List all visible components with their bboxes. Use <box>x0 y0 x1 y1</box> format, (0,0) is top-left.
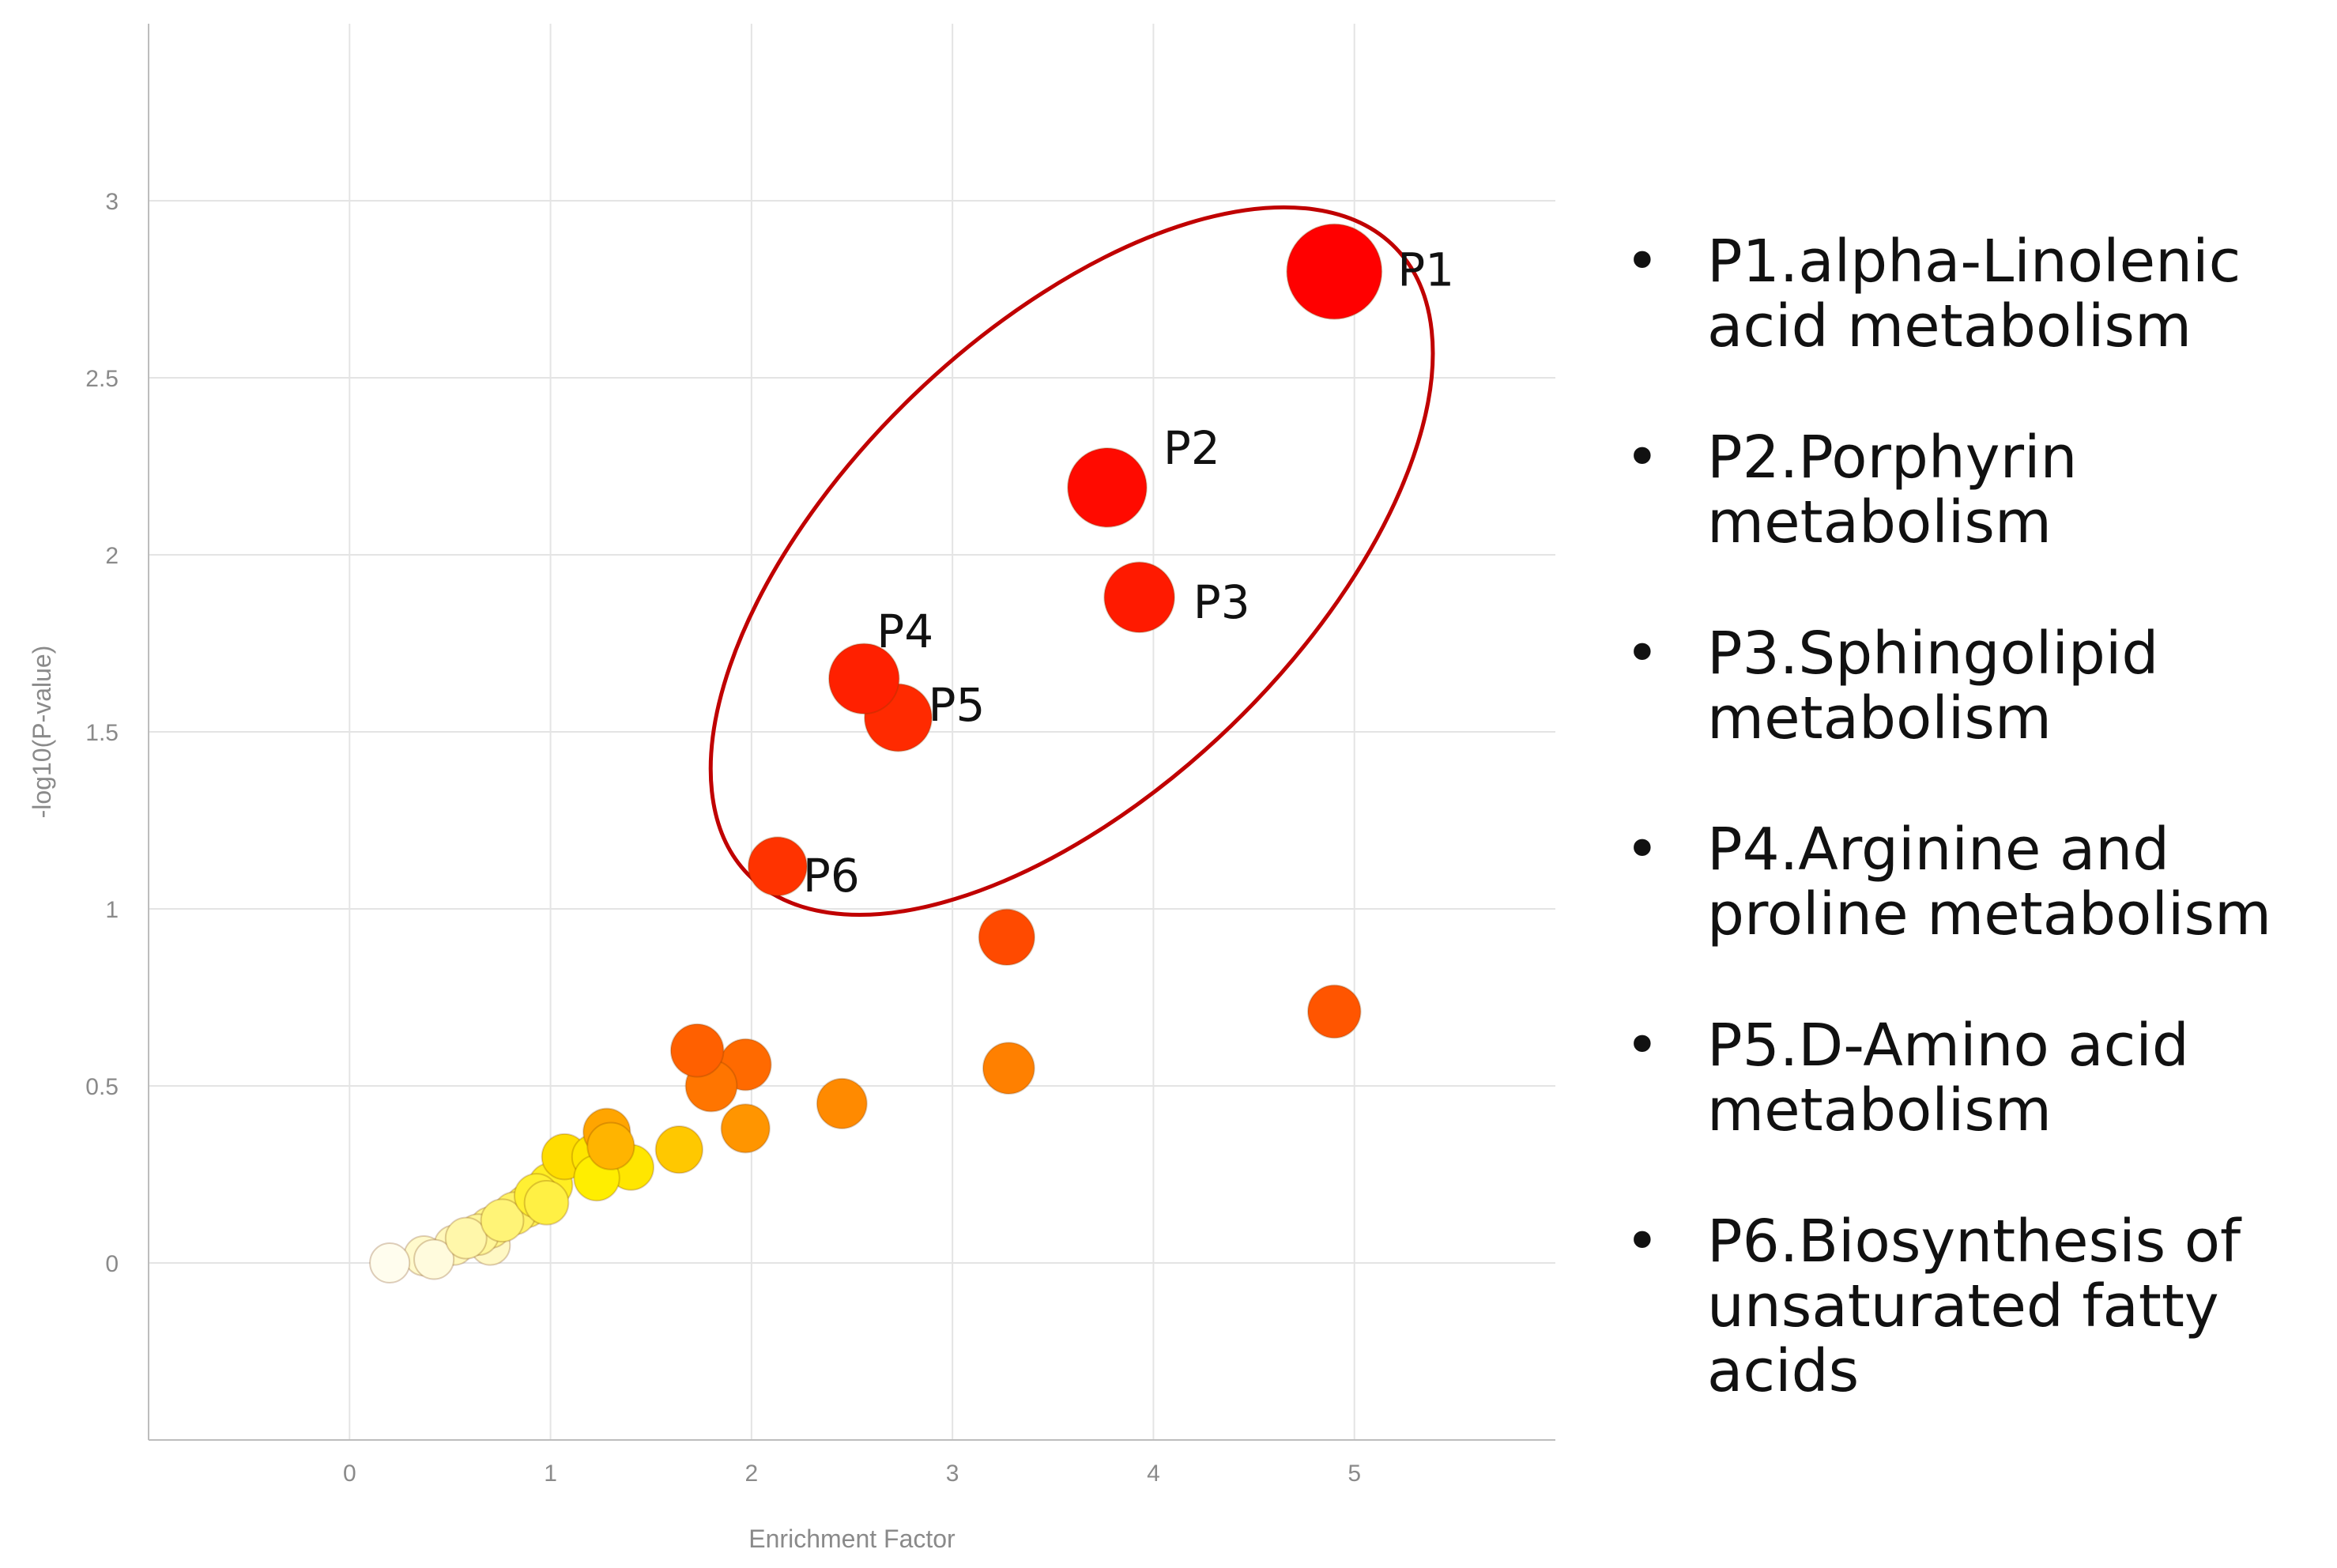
data-point <box>413 1238 455 1280</box>
point-label-p5: P5 <box>928 678 985 732</box>
legend-line: P5.D-Amino acid <box>1707 1012 2189 1080</box>
axes: 0 1 2 3 4 5 0 0.5 1 1.5 2 2.5 3 <box>85 24 1555 1487</box>
y-axis-title: -log10(P-value) <box>28 646 56 819</box>
bullet-icon: • <box>1625 620 1660 688</box>
legend-line: metabolism <box>1707 1076 2052 1144</box>
legend-item: • P2.Porphyrin metabolism <box>1612 425 2324 555</box>
data-point <box>982 1042 1035 1095</box>
highlight-ellipse <box>708 205 1435 917</box>
point-label-p6: P6 <box>803 849 860 903</box>
legend-item: • P6.Biosynthesis of unsaturated fatty acid… <box>1612 1209 2324 1404</box>
point-p4 <box>827 643 900 715</box>
y-tick-label: 0 <box>105 1251 119 1277</box>
data-point <box>669 1023 725 1078</box>
x-tick-label: 4 <box>1147 1461 1160 1487</box>
legend-line: P3.Sphingolipid <box>1707 620 2159 688</box>
bullet-icon: • <box>1625 424 1660 492</box>
x-tick-label: 5 <box>1348 1461 1361 1487</box>
point-label-p1: P1 <box>1397 243 1454 297</box>
bullet-icon: • <box>1625 1208 1660 1276</box>
y-tick-label: 2.5 <box>85 366 119 392</box>
legend-line: acid metabolism <box>1707 292 2192 360</box>
point-p2 <box>1067 447 1148 528</box>
data-point <box>586 1121 635 1170</box>
point-label-p4: P4 <box>876 605 933 658</box>
legend-line: metabolism <box>1707 488 2052 556</box>
point-p6 <box>747 836 808 897</box>
legend: • P1.alpha-Linolenic acid metabolism • P2.Po… <box>1612 229 2324 1470</box>
legend-line: acids <box>1707 1337 1860 1405</box>
highlight-ellipse-shape <box>708 205 1435 917</box>
y-tick-label: 0.5 <box>85 1074 119 1100</box>
data-point <box>720 1103 771 1154</box>
legend-item: • P3.Sphingolipid metabolism <box>1612 621 2324 751</box>
legend-line: proline metabolism <box>1707 880 2272 948</box>
legend-line: P1.alpha-Linolenic <box>1707 228 2241 296</box>
y-tick-label: 1.5 <box>85 720 119 746</box>
bullet-icon: • <box>1625 816 1660 884</box>
data-point <box>523 1180 570 1226</box>
x-axis-title: Enrichment Factor <box>748 1525 956 1553</box>
legend-line: P6.Biosynthesis of <box>1707 1208 2241 1276</box>
point-p1 <box>1286 223 1383 320</box>
data-point <box>978 908 1035 966</box>
x-tick-label: 2 <box>745 1461 759 1487</box>
data-point <box>480 1198 525 1243</box>
y-tick-label: 2 <box>105 543 119 569</box>
legend-line: P4.Arginine and <box>1707 816 2170 884</box>
data-point <box>1306 984 1362 1039</box>
data-points <box>369 223 1383 1284</box>
bullet-icon: • <box>1625 1012 1660 1080</box>
data-point <box>816 1077 868 1129</box>
x-tick-label: 3 <box>946 1461 959 1487</box>
point-label-p2: P2 <box>1163 421 1220 475</box>
bullet-icon: • <box>1625 228 1660 296</box>
legend-item: • P5.D-Amino acid metabolism <box>1612 1013 2324 1143</box>
legend-item: • P1.alpha-Linolenic acid metabolism <box>1612 229 2324 359</box>
x-tick-label: 0 <box>343 1461 356 1487</box>
point-label-p3: P3 <box>1193 575 1250 629</box>
y-tick-label: 3 <box>105 189 119 215</box>
point-p3 <box>1103 561 1175 634</box>
data-point <box>369 1242 411 1284</box>
y-tick-label: 1 <box>105 897 119 923</box>
data-point <box>444 1216 488 1260</box>
data-point <box>654 1125 703 1174</box>
x-tick-label: 1 <box>544 1461 557 1487</box>
legend-line: unsaturated fatty <box>1707 1272 2219 1340</box>
legend-item: • P4.Arginine and proline metabolism <box>1612 817 2324 947</box>
point-labels: P1 P2 P3 P4 P5 P6 <box>803 243 1454 903</box>
legend-line: metabolism <box>1707 684 2052 752</box>
legend-line: P2.Porphyrin <box>1707 424 2078 492</box>
